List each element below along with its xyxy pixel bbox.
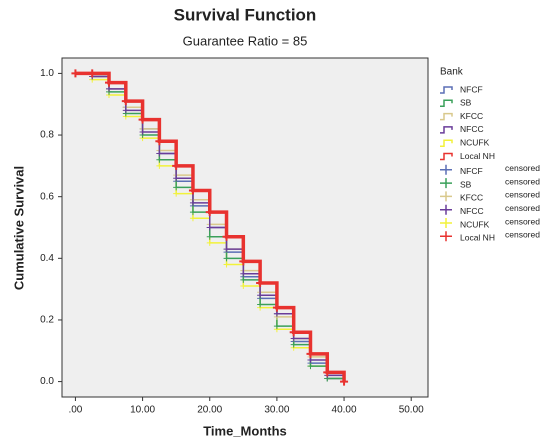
- censored-mark: [307, 357, 314, 364]
- censored-mark: [223, 246, 230, 253]
- censored-mark: [257, 301, 264, 308]
- censored-mark: [306, 349, 315, 358]
- legend-label: SB: [460, 98, 472, 108]
- legend-swatch: [440, 164, 452, 175]
- chart-subtitle: Guarantee Ratio = 85: [183, 33, 308, 48]
- legend-swatch: [440, 191, 452, 202]
- legend-label: censored: [505, 203, 540, 213]
- censored-mark: [206, 239, 213, 246]
- y-tick-label: 0.8: [40, 130, 54, 141]
- y-tick-label: 0.2: [40, 315, 54, 326]
- x-tick-label: 20.00: [197, 405, 222, 416]
- censored-mark: [88, 69, 97, 78]
- legend-label: NCUFK: [460, 137, 490, 147]
- censored-mark: [273, 323, 280, 330]
- x-axis-label: Time_Months: [203, 423, 287, 438]
- censored-mark: [173, 184, 180, 191]
- legend-label: censored: [505, 230, 540, 240]
- x-tick-label: .00: [68, 405, 82, 416]
- x-tick-label: 50.00: [399, 405, 424, 416]
- legend-swatch: [440, 126, 453, 134]
- censored-mark: [240, 283, 247, 290]
- censored-mark: [205, 208, 214, 217]
- legend-swatch: [440, 112, 453, 121]
- censored-mark: [222, 232, 231, 241]
- censored-mark: [206, 224, 213, 231]
- censored-mark: [290, 335, 297, 342]
- censored-mark: [139, 128, 146, 135]
- censored-mark: [289, 328, 298, 337]
- legend-label: KFCC: [460, 193, 483, 203]
- censored-mark: [138, 115, 147, 124]
- y-tick-label: 0.6: [40, 191, 54, 202]
- legend-swatch: [440, 99, 453, 108]
- censored-mark: [240, 276, 247, 283]
- legend-label: NFCF: [460, 84, 483, 94]
- censored-mark: [189, 209, 196, 216]
- legend-swatch: [440, 152, 453, 161]
- y-tick-label: 1.0: [40, 68, 54, 79]
- legend-swatch: [440, 204, 452, 215]
- chart-title: Survival Function: [174, 5, 317, 24]
- plot-area: [61, 57, 429, 398]
- censored-mark: [307, 363, 314, 370]
- censored-mark: [257, 292, 264, 299]
- legend-swatch: [440, 231, 452, 242]
- censored-mark: [240, 270, 247, 277]
- censored-mark: [173, 190, 180, 197]
- legend-label: censored: [505, 216, 540, 226]
- censored-mark: [189, 199, 196, 206]
- censored-mark: [206, 233, 213, 240]
- censored-mark: [323, 368, 332, 377]
- censored-mark: [173, 175, 180, 182]
- censored-mark: [122, 107, 129, 114]
- legend-label: KFCC: [460, 111, 483, 121]
- legend-label: censored: [505, 163, 540, 173]
- censored-mark: [155, 137, 164, 146]
- x-tick-label: 30.00: [264, 405, 289, 416]
- censored-mark: [239, 257, 248, 266]
- censored-mark: [273, 310, 280, 317]
- legend-label: NFCF: [460, 166, 483, 176]
- legend-label: Local NH: [460, 151, 495, 161]
- censored-mark: [156, 150, 163, 157]
- y-axis-label: Cumulative Survival: [11, 166, 26, 290]
- censored-mark: [340, 377, 349, 386]
- legend-swatch: [440, 218, 452, 228]
- censored-mark: [223, 255, 230, 262]
- censored-mark: [272, 303, 281, 312]
- censored-mark: [156, 156, 163, 163]
- legend-swatch: [440, 139, 453, 147]
- y-tick-label: 0.4: [40, 253, 54, 264]
- legend-label: NCUFK: [460, 219, 490, 229]
- censored-mark: [290, 341, 297, 348]
- censored-mark: [106, 85, 113, 92]
- censored-mark: [121, 97, 130, 106]
- censored-mark: [189, 215, 196, 222]
- legend-label: SB: [460, 179, 472, 189]
- censored-mark: [223, 261, 230, 268]
- legend-label: NFCC: [460, 206, 484, 216]
- legend-label: censored: [505, 176, 540, 186]
- censored-mark: [256, 278, 265, 287]
- legend-swatch: [440, 86, 453, 94]
- legend-label: Local NH: [460, 233, 495, 243]
- legend-label: censored: [505, 190, 540, 200]
- censored-mark: [156, 162, 163, 169]
- censored-mark: [105, 78, 114, 87]
- x-tick-label: 40.00: [332, 405, 357, 416]
- censored-mark: [71, 69, 80, 78]
- censored-mark: [188, 186, 197, 195]
- censored-mark: [172, 161, 181, 170]
- x-tick-label: 10.00: [130, 405, 155, 416]
- legend-title: Bank: [440, 67, 464, 78]
- legend-swatch: [440, 178, 452, 189]
- legend-label: NFCC: [460, 124, 484, 134]
- y-tick-label: 0.0: [40, 376, 54, 387]
